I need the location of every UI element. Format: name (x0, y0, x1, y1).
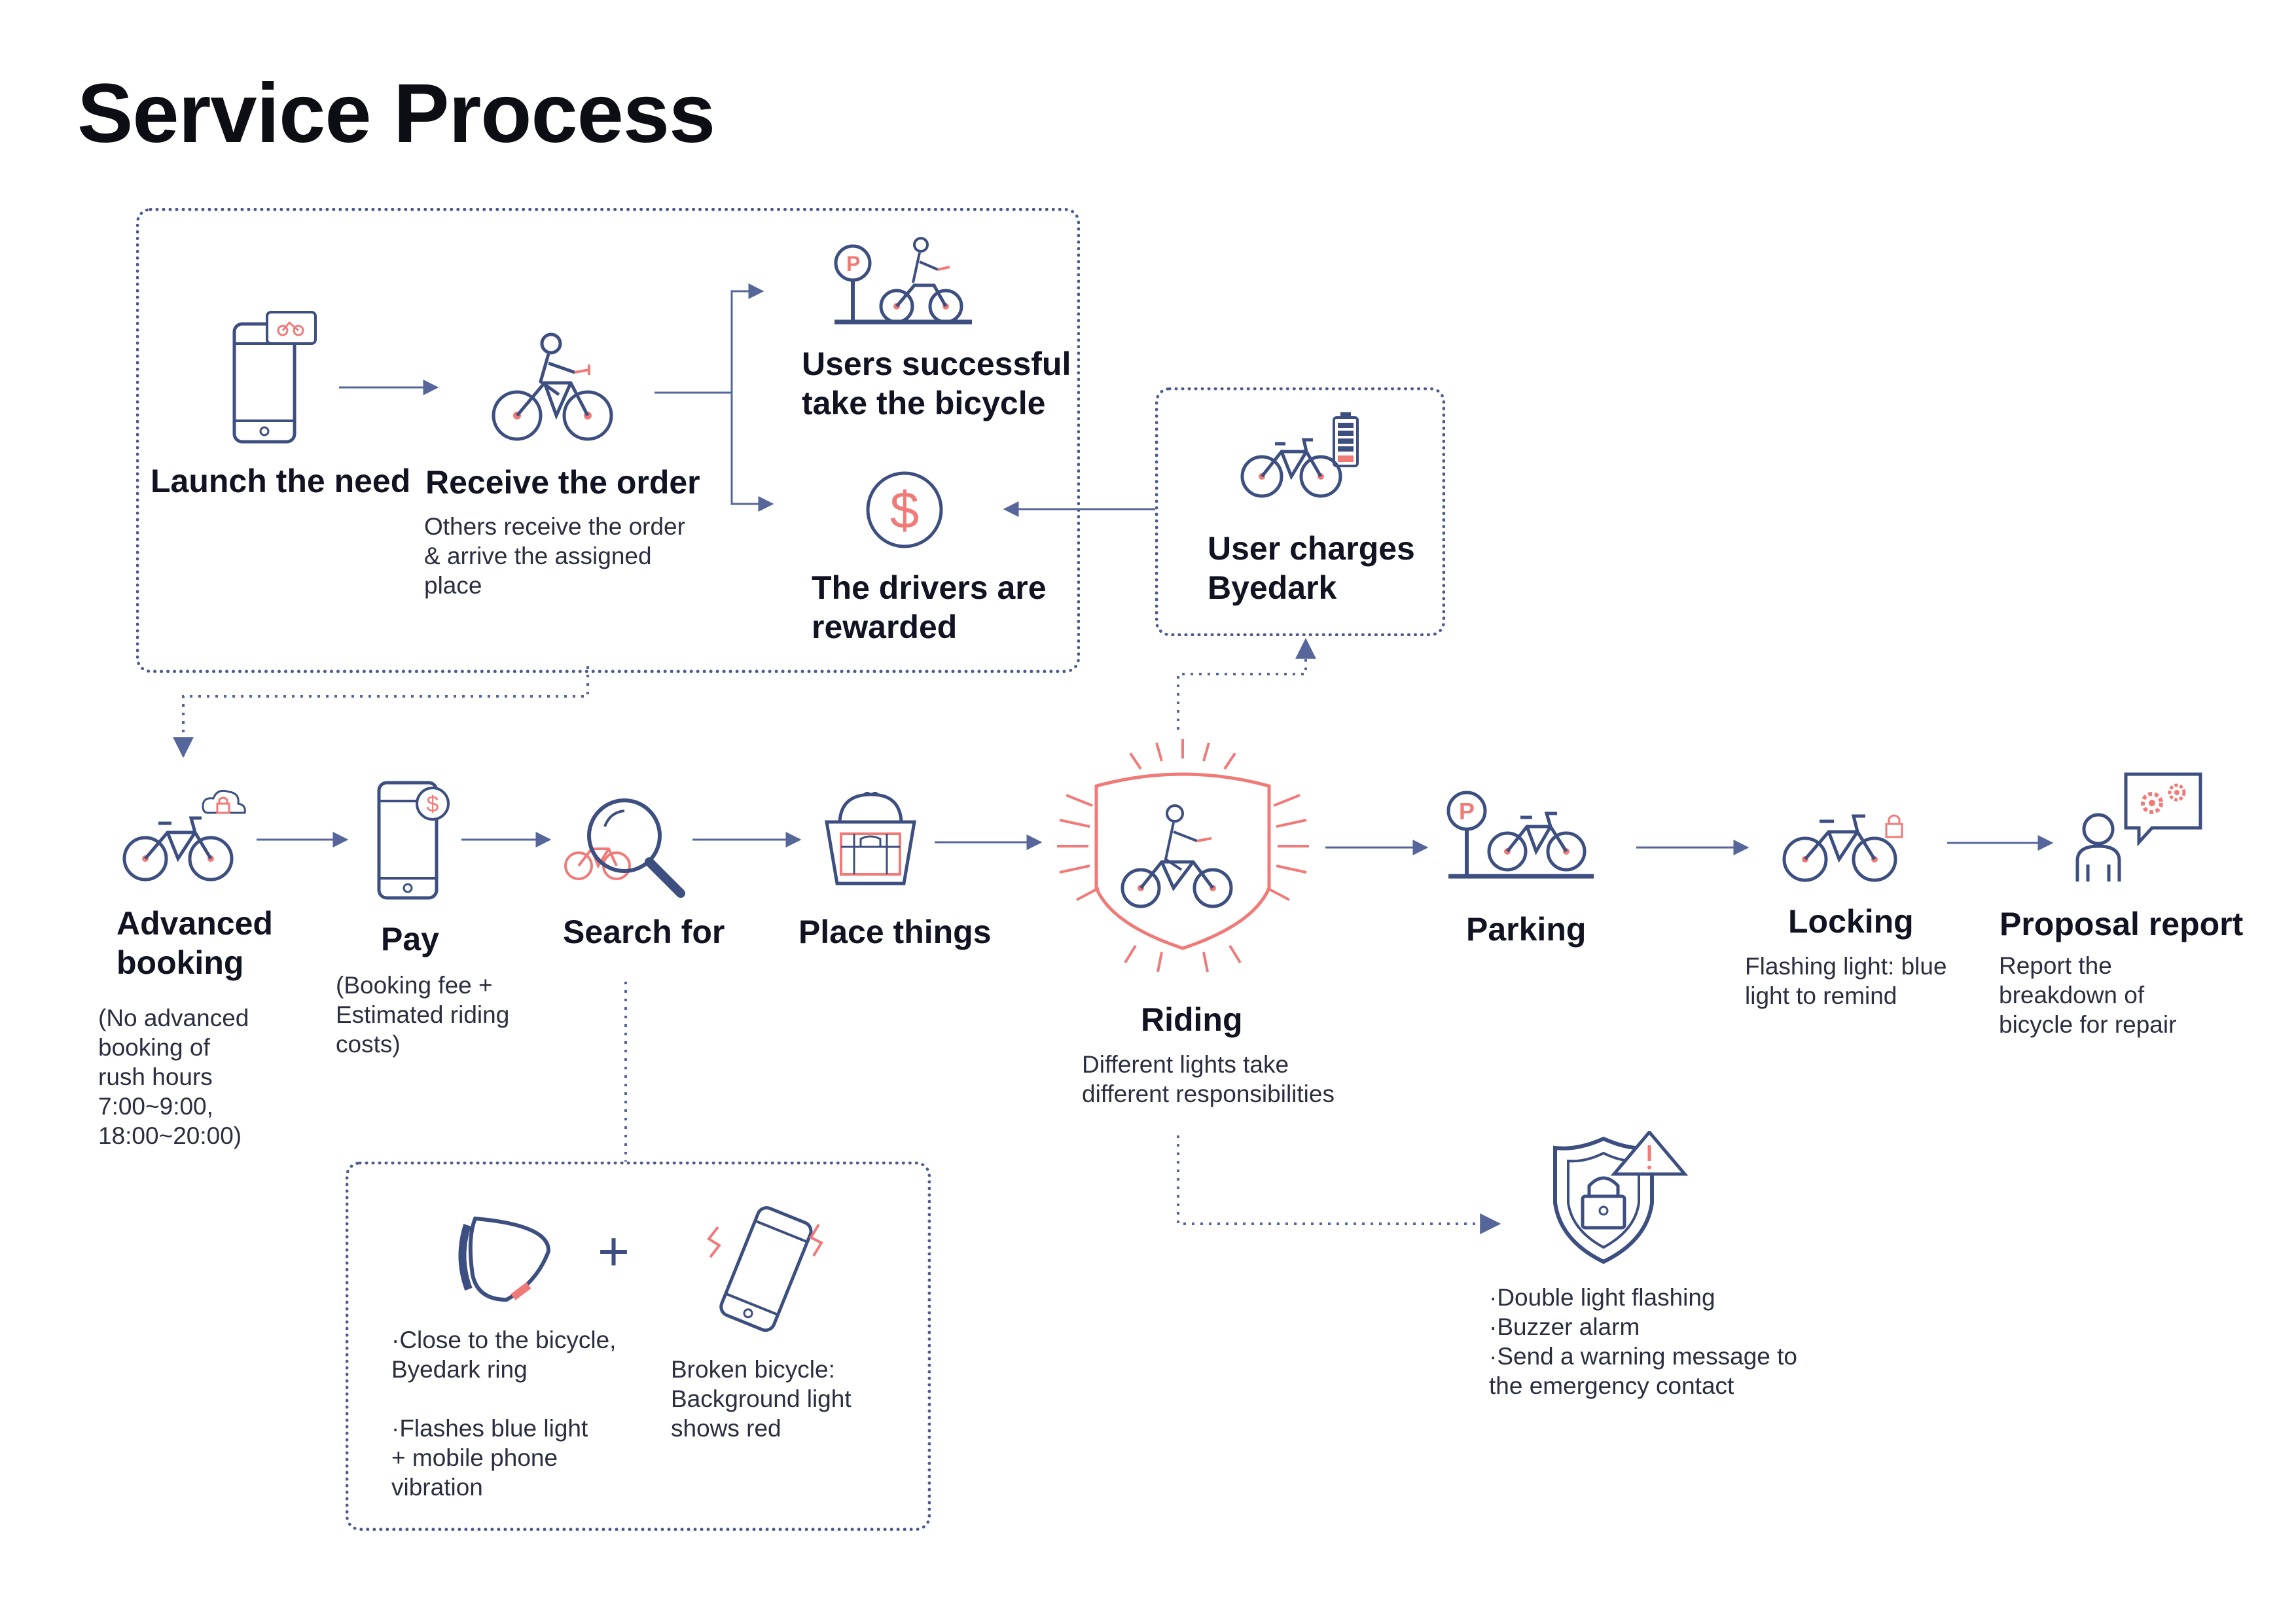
riding-label: Riding (1141, 1001, 1243, 1038)
byedark-ring-icon (458, 1216, 551, 1302)
place-things-label: Place things (798, 914, 992, 950)
svg-text:$: $ (427, 792, 439, 817)
phone-dollar-icon: $ (377, 781, 450, 900)
svg-text:P: P (846, 252, 860, 276)
proposal-report-label: Proposal report (2000, 906, 2244, 942)
ring-desc: ·Close to the bicycle, Byedark ring ·Fla… (391, 1327, 617, 1501)
svg-text:P: P (1459, 798, 1475, 825)
bike-battery-icon (1240, 412, 1359, 498)
locking-desc: Flashing light: blue light to remind (1745, 953, 1947, 1009)
take-bicycle-label: Users successful take the bicycle (802, 346, 1071, 421)
charge-group-box (1155, 387, 1445, 636)
drivers-rewarded-label: The drivers are rewarded (812, 569, 1047, 645)
receive-order-label: Receive the order (425, 464, 700, 501)
parking-bike-icon: P (1446, 791, 1594, 879)
receive-order-desc: Others receive the order & arrive the as… (424, 513, 685, 599)
pay-label: Pay (381, 921, 439, 957)
shield-lock-warning-icon (1553, 1131, 1689, 1264)
svg-text:$: $ (890, 481, 920, 539)
broken-bicycle-desc: Broken bicycle: Background light shows r… (671, 1356, 852, 1442)
parking-cyclist-icon: P (834, 237, 972, 325)
vibrating-phone-icon (707, 1206, 823, 1332)
proposal-report-desc: Report the breakdown of bicycle for repa… (1999, 952, 2177, 1038)
user-charges-label: User charges Byedark (1208, 530, 1415, 606)
locking-label: Locking (1788, 903, 1914, 940)
dollar-coin-icon: $ (866, 471, 943, 548)
alarm-desc: ·Double light flashing ·Buzzer alarm ·Se… (1489, 1284, 1797, 1399)
order-group-box (136, 208, 1080, 673)
search-for-label: Search for (563, 914, 725, 950)
advanced-booking-label: Advanced booking (117, 905, 273, 981)
launch-need-label: Launch the need (151, 463, 411, 499)
pay-desc: (Booking fee + Estimated riding costs) (336, 972, 510, 1058)
user-gear-report-icon (2075, 772, 2202, 882)
bike-cloud-lock-icon (122, 789, 246, 882)
basket-icon (825, 792, 916, 885)
page-title: Service Process (77, 67, 715, 160)
riding-shield-icon (1057, 739, 1309, 972)
riding-desc: Different lights take different responsi… (1082, 1051, 1335, 1107)
bike-lock-icon (1782, 814, 1903, 882)
phone-bike-message-icon (232, 311, 317, 444)
cyclist-icon (492, 332, 613, 441)
plus-sign: + (598, 1221, 630, 1282)
search-detail-box (346, 1162, 931, 1531)
magnifier-bike-icon (564, 798, 685, 898)
advanced-booking-desc: (No advanced booking of rush hours 7:00~… (98, 1005, 249, 1149)
parking-label: Parking (1466, 911, 1587, 948)
